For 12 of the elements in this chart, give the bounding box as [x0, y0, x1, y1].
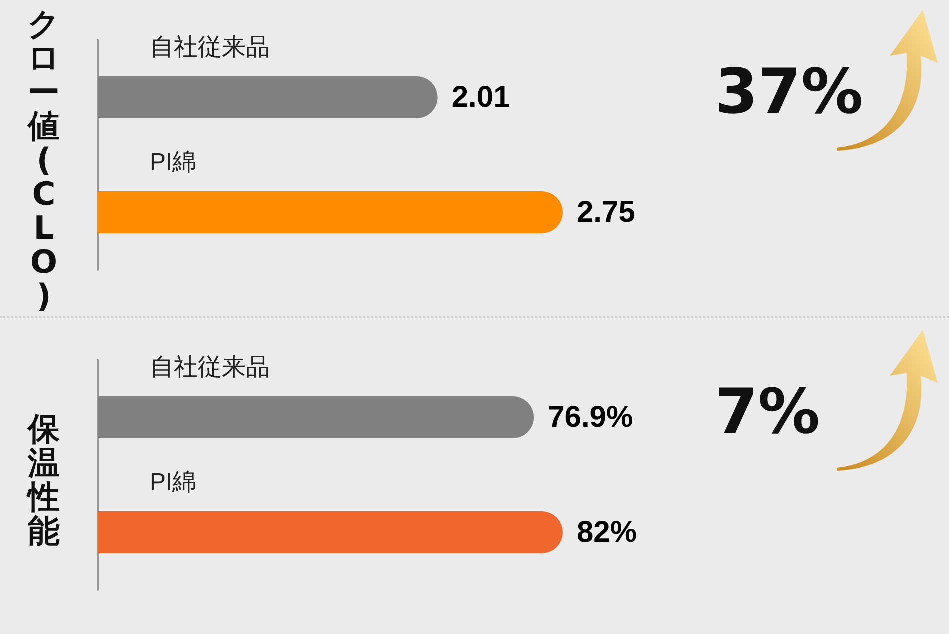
data-label: 82% [577, 516, 638, 549]
y-tick-label: PI綿 [150, 469, 197, 496]
y-tick-label: 自社従来品 [150, 34, 270, 61]
data-label: 2.01 [452, 81, 510, 114]
text: 7% [715, 375, 820, 448]
data-label: 76.9% [548, 401, 634, 434]
text: 37% [715, 55, 864, 128]
y-tick-label: 自社従来品 [150, 354, 270, 381]
y-axis-title: 保温性能 [28, 410, 60, 550]
y-tick-label: PI綿 [150, 149, 197, 176]
data-label: 2.75 [577, 196, 636, 229]
text: クロー値(CLO) [28, 5, 60, 315]
